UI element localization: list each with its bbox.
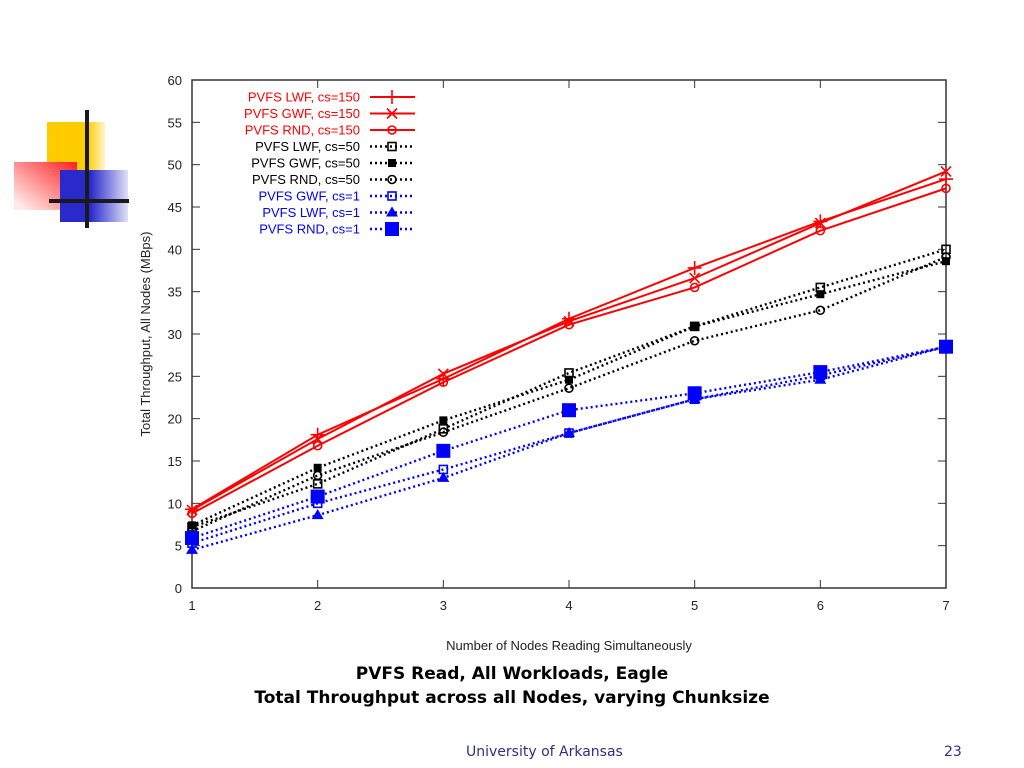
logo-vertical-line — [85, 110, 89, 228]
x-tick-label: 5 — [691, 598, 698, 613]
x-marker — [940, 165, 952, 178]
plus-marker — [385, 90, 399, 104]
legend-entry-label: PVFS RND, cs=1 — [259, 222, 360, 237]
circle-marker — [564, 383, 574, 393]
y-tick-label: 5 — [175, 539, 182, 554]
y-tick-label: 15 — [168, 454, 182, 469]
circle-marker — [438, 427, 449, 438]
logo-horizontal-line — [49, 199, 129, 203]
legend-entry-label: PVFS RND, cs=150 — [245, 123, 360, 138]
slide-title-line-2: Total Throughput across all Nodes, varyi… — [254, 688, 770, 708]
triangle-marker — [311, 509, 324, 520]
legend-entry-label: PVFS LWF, cs=150 — [248, 90, 360, 105]
y-tick-label: 45 — [168, 200, 182, 215]
page-number: 23 — [944, 744, 962, 760]
triangle-marker — [386, 206, 398, 217]
legend-entry-label: PVFS LWF, cs=50 — [255, 139, 360, 154]
y-tick-label: 60 — [168, 73, 182, 88]
circle-marker — [312, 470, 323, 481]
filled-square-marker — [313, 463, 322, 472]
series-pvfs-lwf-cs-1 — [186, 340, 952, 554]
circle-marker — [941, 252, 951, 262]
x-marker — [689, 272, 701, 284]
x-tick-label: 3 — [440, 598, 447, 613]
y-tick-label: 20 — [168, 412, 182, 427]
y-tick-label: 40 — [168, 242, 182, 257]
circle-marker — [689, 335, 700, 346]
x-tick-label: 1 — [188, 598, 195, 613]
footer-organization: University of Arkansas — [466, 744, 623, 760]
x-axis-label: Number of Nodes Reading Simultaneously — [446, 638, 692, 653]
triangle-marker — [437, 471, 450, 482]
circle-marker — [815, 305, 826, 316]
filled-square-marker — [188, 521, 196, 530]
circle-marker — [941, 183, 951, 194]
y-tick-label: 0 — [175, 581, 182, 596]
filled-square-marker — [690, 322, 699, 331]
x-marker — [386, 107, 398, 120]
big-filled-square-marker — [562, 403, 576, 418]
chart-series — [185, 165, 953, 554]
y-tick-label: 35 — [168, 285, 182, 300]
open-square-marker — [387, 191, 397, 201]
circle-marker — [187, 508, 197, 519]
filled-square-marker — [439, 416, 448, 425]
slide-title-line-1: PVFS Read, All Workloads, Eagle — [355, 664, 669, 684]
x-tick-label: 7 — [942, 598, 949, 613]
big-filled-square-marker — [687, 386, 702, 401]
big-filled-square-marker — [939, 339, 953, 354]
circle-marker — [689, 282, 700, 293]
series-line — [191, 255, 947, 533]
circle-marker — [387, 125, 397, 135]
x-tick-label: 2 — [314, 598, 321, 613]
filled-square-marker — [565, 375, 573, 384]
legend-entry-label: PVFS GWF, cs=1 — [259, 189, 361, 204]
triangle-marker — [563, 427, 575, 438]
series-pvfs-rnd-cs-1 — [185, 339, 953, 546]
legend-entry-label: PVFS GWF, cs=150 — [244, 106, 360, 121]
x-tick-label: 4 — [565, 598, 572, 613]
circle-marker — [387, 174, 397, 185]
circle-marker — [815, 225, 826, 236]
triangle-marker — [186, 543, 198, 554]
series-pvfs-rnd-cs-50 — [187, 252, 951, 537]
series-line — [191, 248, 947, 529]
series-pvfs-rnd-cs-150 — [187, 183, 951, 519]
circle-marker — [564, 319, 574, 330]
series-line — [191, 260, 947, 527]
logo-blue-block — [60, 170, 128, 222]
filled-square-marker — [816, 290, 825, 299]
legend-entry-label: PVFS LWF, cs=1 — [262, 205, 360, 220]
circle-marker — [438, 377, 449, 388]
y-tick-label: 30 — [168, 327, 182, 342]
open-square-marker — [387, 141, 397, 152]
y-axis-label: Total Throughput, All Nodes (MBps) — [138, 232, 153, 437]
big-filled-square-marker — [436, 443, 451, 458]
decorative-logo-icon — [0, 0, 140, 240]
filled-square-marker — [388, 159, 396, 167]
x-marker — [814, 217, 826, 229]
big-filled-square-marker — [813, 365, 828, 380]
big-filled-square-marker — [185, 531, 199, 546]
y-tick-label: 25 — [168, 369, 182, 384]
series-pvfs-lwf-cs-50 — [187, 244, 951, 532]
big-filled-square-marker — [385, 222, 399, 236]
circle-marker — [312, 440, 323, 451]
x-tick-label: 6 — [817, 598, 824, 613]
big-filled-square-marker — [310, 489, 325, 504]
series-line — [191, 187, 947, 515]
legend-entry-label: PVFS RND, cs=50 — [252, 172, 360, 187]
plus-marker — [687, 260, 702, 275]
x-marker — [437, 368, 449, 380]
y-tick-label: 55 — [168, 115, 182, 130]
y-tick-label: 50 — [168, 158, 182, 173]
y-tick-label: 10 — [168, 496, 182, 511]
legend-entry-label: PVFS GWF, cs=50 — [251, 156, 360, 171]
